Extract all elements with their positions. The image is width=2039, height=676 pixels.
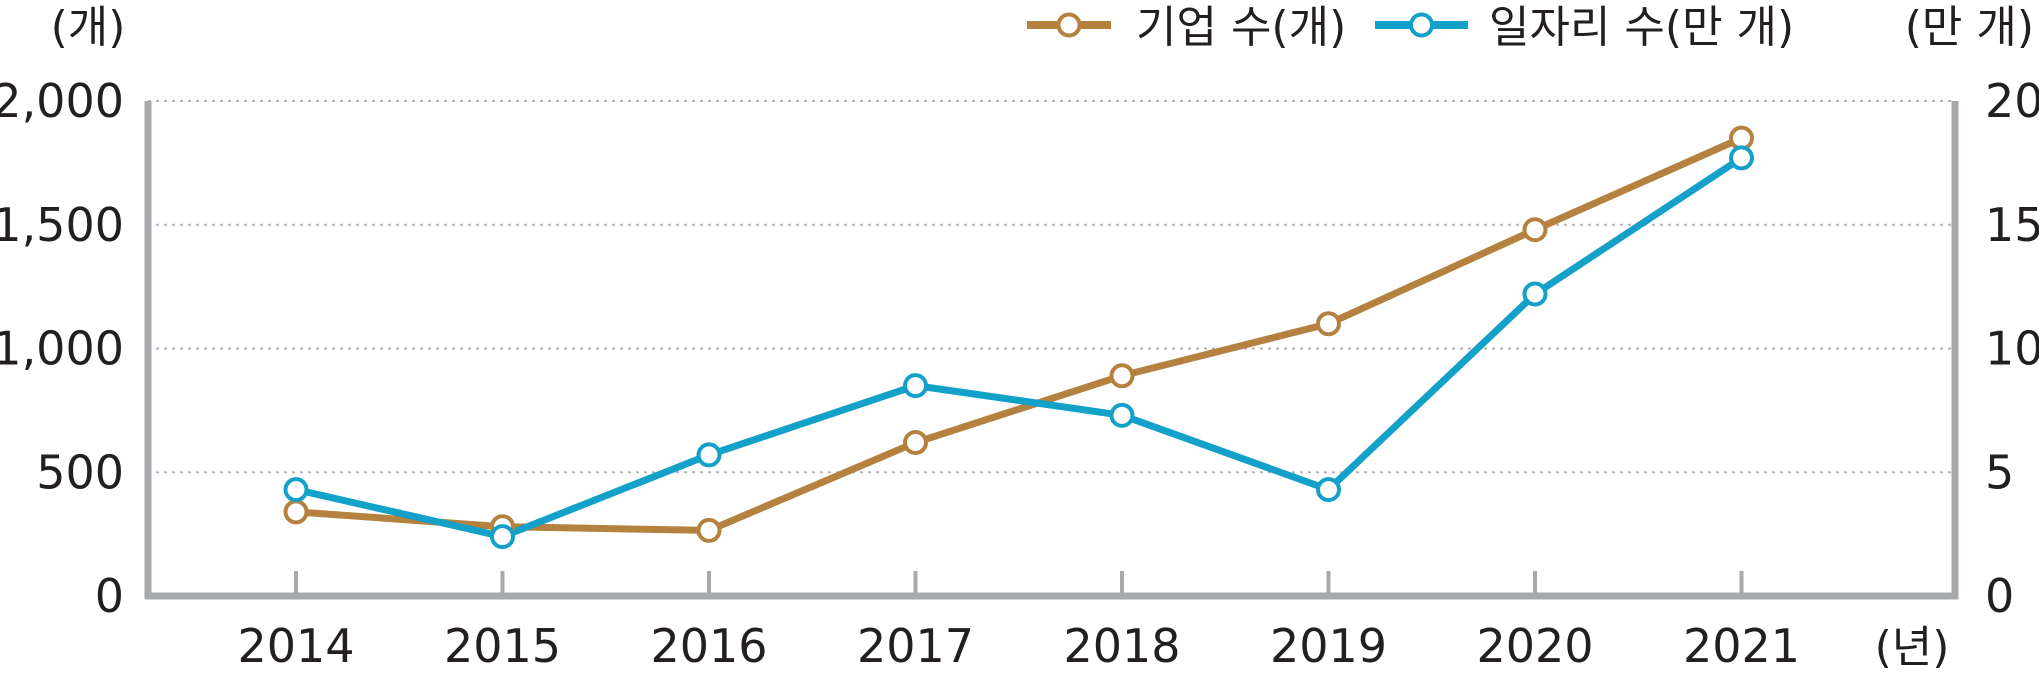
- data-point-2: [490, 524, 515, 550]
- series-markers: [283, 125, 1754, 550]
- right-y-tick-label: 10: [1985, 322, 2039, 376]
- x-tick-label: 2019: [1270, 619, 1387, 673]
- gridlines: [148, 100, 1955, 474]
- left-y-tick-label: 1,000: [0, 322, 124, 376]
- data-point-1: [1316, 311, 1341, 337]
- left-y-tick-label: 0: [95, 569, 124, 623]
- left-y-tick-label: 1,500: [0, 198, 124, 252]
- data-point-1: [283, 499, 309, 525]
- data-point-2: [1316, 477, 1341, 503]
- data-point-2: [903, 373, 928, 399]
- right-y-tick-label: 0: [1985, 569, 2014, 623]
- legend-label: 일자리 수(만 개): [1489, 2, 1794, 53]
- x-tick-label: 2015: [444, 619, 561, 673]
- left-axis-unit-label: (개): [51, 2, 126, 53]
- axis-ticks: [294, 571, 1744, 596]
- x-tick-label: 2017: [857, 619, 974, 673]
- data-point-1: [903, 430, 928, 456]
- right-y-tick-label: 5: [1985, 445, 2014, 499]
- x-tick-label: 2021: [1683, 619, 1800, 673]
- data-point-2: [696, 442, 722, 468]
- x-tick-label: 2014: [237, 619, 354, 673]
- x-tick-label: 2020: [1476, 619, 1593, 673]
- x-tick-label: 2018: [1063, 619, 1180, 673]
- legend-label: 기업 수(개): [1136, 2, 1346, 53]
- series-lines: [292, 134, 1745, 541]
- series-line-1: [292, 134, 1745, 534]
- data-point-1: [1522, 217, 1548, 243]
- legend: 기업 수(개) 일자리 수(만 개): [1027, 2, 1794, 53]
- legend-swatch-marker: [1409, 12, 1434, 38]
- data-point-2: [283, 477, 309, 503]
- data-point-2: [1109, 402, 1135, 428]
- right-y-tick-label: 15: [1985, 198, 2039, 252]
- right-axis-unit-label: (만 개): [1905, 2, 2034, 53]
- series-line-2: [292, 154, 1745, 541]
- legend-swatch-marker: [1056, 12, 1082, 38]
- data-point-1: [696, 517, 722, 543]
- x-axis-unit-label: (년): [1875, 622, 1950, 673]
- left-y-tick-label: 2,000: [0, 74, 124, 128]
- right-y-tick-label: 20: [1985, 74, 2039, 128]
- data-point-2: [1522, 281, 1548, 307]
- axes-frame: [144, 101, 1959, 600]
- x-tick-label: 2016: [650, 619, 767, 673]
- data-point-2: [1729, 145, 1754, 171]
- left-y-tick-label: 500: [36, 445, 124, 499]
- data-point-1: [1109, 363, 1135, 389]
